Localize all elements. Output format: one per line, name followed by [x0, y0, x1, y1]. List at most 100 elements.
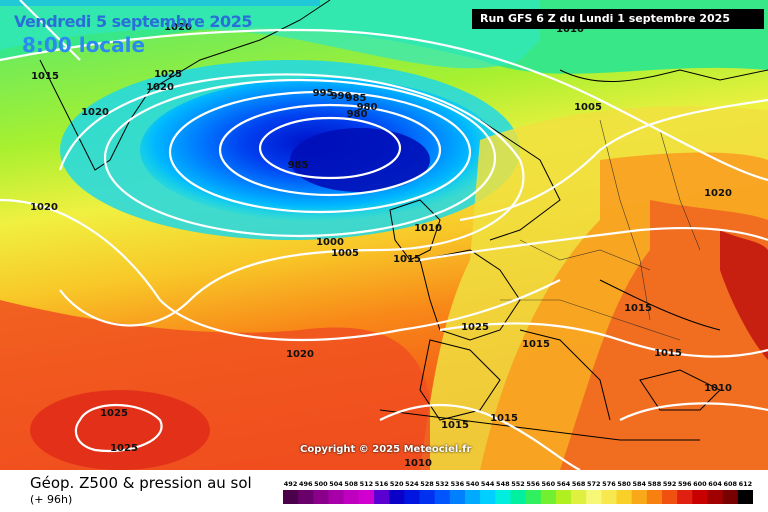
scale-swatch: [328, 490, 345, 504]
scale-tick-label: 576: [602, 480, 616, 488]
isobar-label: 1025: [154, 69, 182, 80]
scale-swatch: [480, 490, 496, 504]
scale-tick-label: 520: [390, 480, 404, 488]
scale-tick-label: 560: [542, 480, 556, 488]
isobars: [0, 0, 768, 470]
isobar-label: 1010: [704, 383, 732, 394]
isobar-label: 1015: [441, 420, 469, 431]
scale-tick-label: 572: [587, 480, 601, 488]
isobar-label: 1015: [654, 348, 682, 359]
color-scale: 492 496 500 504 508 512 516 520 524 528 532 536 540 5…: [283, 480, 753, 504]
isobar-label: 985: [288, 160, 309, 171]
isobar-labels: 1025102010151020102099599098598098098510…: [30, 22, 732, 469]
scale-swatch: [495, 490, 511, 504]
scale-swatch: [419, 490, 436, 504]
isobar-label: 1025: [100, 408, 128, 419]
isobar-label: 1000: [316, 237, 344, 248]
scale-tick-label: 528: [420, 480, 434, 488]
forecast-date: Vendredi 5 septembre 2025: [14, 12, 252, 31]
isobar-label: 1010: [414, 223, 442, 234]
isobar-label: 1020: [286, 349, 314, 360]
scale-swatch: [555, 490, 572, 504]
scale-swatch: [525, 490, 542, 504]
isobar-label: 980: [357, 102, 378, 113]
isobar-label: 1010: [404, 458, 432, 469]
scale-swatch: [707, 490, 724, 504]
scale-tick-label: 600: [693, 480, 707, 488]
model-run-label: Run GFS 6 Z du Lundi 1 septembre 2025: [472, 9, 764, 29]
scale-tick-label: 516: [375, 480, 389, 488]
scale-swatch: [540, 490, 557, 504]
scale-swatch: [737, 490, 753, 504]
scale-tick-label: 492: [284, 480, 298, 488]
coastlines: [39, 0, 768, 441]
isobar-label: 1015: [624, 303, 652, 314]
scale-swatch: [283, 490, 299, 504]
isobar-label: 995: [313, 88, 334, 99]
scale-swatch: [646, 490, 663, 504]
isobar-label: 1020: [30, 202, 58, 213]
scale-tick-label: 548: [496, 480, 510, 488]
scale-tick-label: 568: [572, 480, 586, 488]
scale-tick-label: 588: [648, 480, 662, 488]
scale-tick-label: 608: [723, 480, 737, 488]
scale-swatch: [389, 490, 405, 504]
isobar-label: 990: [331, 91, 352, 102]
scale-tick-label: 500: [314, 480, 328, 488]
scale-tick-label: 532: [435, 480, 449, 488]
isobar-label: 1005: [331, 248, 359, 259]
scale-swatch: [404, 490, 420, 504]
scale-swatch: [662, 490, 678, 504]
scale-tick-label: 580: [617, 480, 631, 488]
isobar-label: 980: [347, 109, 368, 120]
isobar-label: 1020: [164, 22, 192, 33]
scale-swatch: [616, 490, 633, 504]
forecast-time: 8:00 locale: [22, 33, 146, 57]
isobar-label: 1025: [110, 443, 138, 454]
scale-tick-label: 536: [451, 480, 465, 488]
forecast-lead-time: (+ 96h): [30, 493, 73, 506]
scale-swatch: [298, 490, 314, 504]
isobar-label: 985: [346, 93, 367, 104]
map-title: Géop. Z500 & pression au sol: [30, 474, 252, 492]
scale-tick-label: 524: [405, 480, 419, 488]
scale-tick-label: 508: [344, 480, 358, 488]
scale-swatch: [434, 490, 451, 504]
scale-swatch: [601, 490, 618, 504]
scale-tick-label: 540: [466, 480, 480, 488]
borders: [500, 119, 701, 341]
scale-swatch: [343, 490, 360, 504]
copyright-text: Copyright © 2025 Meteociel.fr: [300, 444, 472, 455]
scale-swatch: [722, 490, 739, 504]
isobar-label: 1015: [393, 254, 421, 265]
isobar-label: 1025: [461, 322, 489, 333]
isobar-label: 1020: [81, 107, 109, 118]
scale-tick-label: 556: [526, 480, 540, 488]
scale-tick-label: 552: [511, 480, 525, 488]
isobar-label: 1020: [146, 82, 174, 93]
isobar-label: 1015: [31, 71, 59, 82]
isobar-label: 1005: [574, 102, 602, 113]
scale-tick-label: 612: [739, 480, 753, 488]
scale-swatch: [358, 490, 375, 504]
isobar-label: 1010: [556, 24, 584, 35]
scale-tick-label: 544: [481, 480, 495, 488]
scale-tick-label: 604: [708, 480, 722, 488]
isobar-label: 1015: [490, 413, 518, 424]
scale-tick-label: 584: [633, 480, 647, 488]
scale-tick-label: 564: [557, 480, 571, 488]
isobar-label: 1015: [522, 339, 550, 350]
scale-tick-label: 504: [329, 480, 343, 488]
scale-tick-label: 512: [360, 480, 374, 488]
scale-swatch: [464, 490, 481, 504]
weather-map: 1025102010151020102099599098598098098510…: [0, 0, 768, 470]
isobar-label: 1020: [704, 188, 732, 199]
scale-swatch: [677, 490, 693, 504]
scale-swatch: [510, 490, 527, 504]
scale-swatch: [313, 490, 329, 504]
scale-tick-label: 496: [299, 480, 313, 488]
scale-swatch: [631, 490, 648, 504]
scale-swatch: [449, 490, 466, 504]
scale-swatch: [571, 490, 587, 504]
scale-tick-label: 592: [663, 480, 677, 488]
